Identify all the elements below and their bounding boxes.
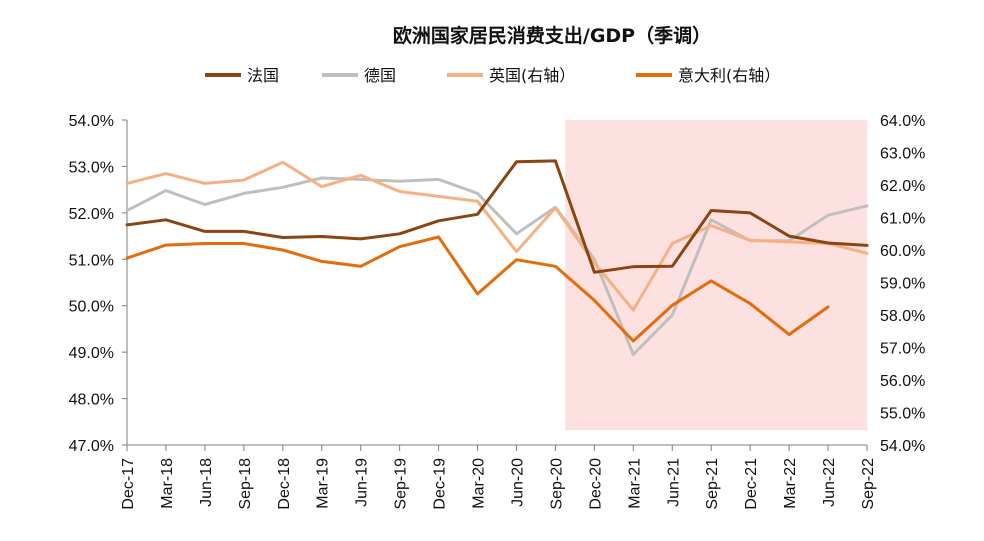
y-left-tick-label: 50.0% bbox=[69, 299, 114, 316]
x-tick-label: Jun-19 bbox=[354, 458, 371, 507]
x-tick-label: Sep-20 bbox=[548, 458, 565, 510]
series-line-3 bbox=[125, 235, 830, 343]
x-tick-label: Dec-18 bbox=[276, 458, 293, 510]
y-right-tick-label: 62.0% bbox=[880, 178, 925, 195]
y-right-tick-label: 54.0% bbox=[880, 438, 925, 455]
x-tick-label: Jun-22 bbox=[821, 458, 838, 507]
legend-label-2: 英国(右轴） bbox=[489, 66, 575, 85]
y-left-tick-label: 53.0% bbox=[69, 159, 114, 176]
x-tick-label: Dec-20 bbox=[587, 458, 604, 510]
x-tick-label: Mar-21 bbox=[626, 458, 643, 509]
legend-label-0: 法国 bbox=[247, 66, 279, 85]
x-tick-label: Jun-18 bbox=[198, 458, 215, 507]
y-right-tick-label: 58.0% bbox=[880, 308, 925, 325]
legend-label-1: 德国 bbox=[364, 66, 396, 85]
x-tick-label: Mar-20 bbox=[471, 458, 488, 509]
y-right-tick-label: 63.0% bbox=[880, 146, 925, 163]
y-left-tick-label: 48.0% bbox=[69, 392, 114, 409]
x-tick-label: Dec-17 bbox=[120, 458, 137, 510]
x-tick-label: Sep-22 bbox=[860, 458, 877, 510]
x-tick-label: Jun-20 bbox=[509, 458, 526, 507]
y-left-tick-label: 54.0% bbox=[69, 113, 114, 130]
legend: 法国 德国 英国(右轴） 意大利(右轴） bbox=[205, 66, 780, 85]
x-tick-label: Dec-21 bbox=[743, 458, 760, 510]
y-right-tick-label: 61.0% bbox=[880, 211, 925, 228]
y-right-tick-label: 64.0% bbox=[880, 113, 925, 130]
x-tick-label: Mar-18 bbox=[159, 458, 176, 509]
series-lines bbox=[125, 159, 869, 356]
x-tick-label: Sep-21 bbox=[704, 458, 721, 510]
y-left-tick-label: 47.0% bbox=[69, 438, 114, 455]
y-right-tick-label: 59.0% bbox=[880, 276, 925, 293]
y-right-tick-label: 56.0% bbox=[880, 373, 925, 390]
x-tick-label: Mar-19 bbox=[315, 458, 332, 509]
chart-title: 欧洲国家居民消费支出/GDP（季调） bbox=[393, 24, 711, 47]
x-tick-label: Jun-21 bbox=[665, 458, 682, 507]
y-left-tick-label: 49.0% bbox=[69, 345, 114, 362]
y-right-tick-label: 55.0% bbox=[880, 406, 925, 423]
x-tick-label: Sep-18 bbox=[237, 458, 254, 510]
axes: 47.0% 48.0% 49.0% 50.0% 51.0% 52.0% 53.0% 54.0%… bbox=[69, 113, 926, 510]
y-left-tick-label: 52.0% bbox=[69, 206, 114, 223]
y-right-tick-label: 57.0% bbox=[880, 341, 925, 358]
highlight-region bbox=[565, 120, 867, 430]
series-line-0 bbox=[125, 159, 869, 274]
legend-label-3: 意大利(右轴） bbox=[678, 66, 780, 85]
series-line-2 bbox=[125, 160, 869, 312]
x-tick-label: Sep-19 bbox=[393, 458, 410, 510]
y-left-tick-label: 51.0% bbox=[69, 252, 114, 269]
y-right-tick-label: 60.0% bbox=[880, 243, 925, 260]
x-tick-label: Dec-19 bbox=[432, 458, 449, 510]
x-tick-label: Mar-22 bbox=[782, 458, 799, 509]
